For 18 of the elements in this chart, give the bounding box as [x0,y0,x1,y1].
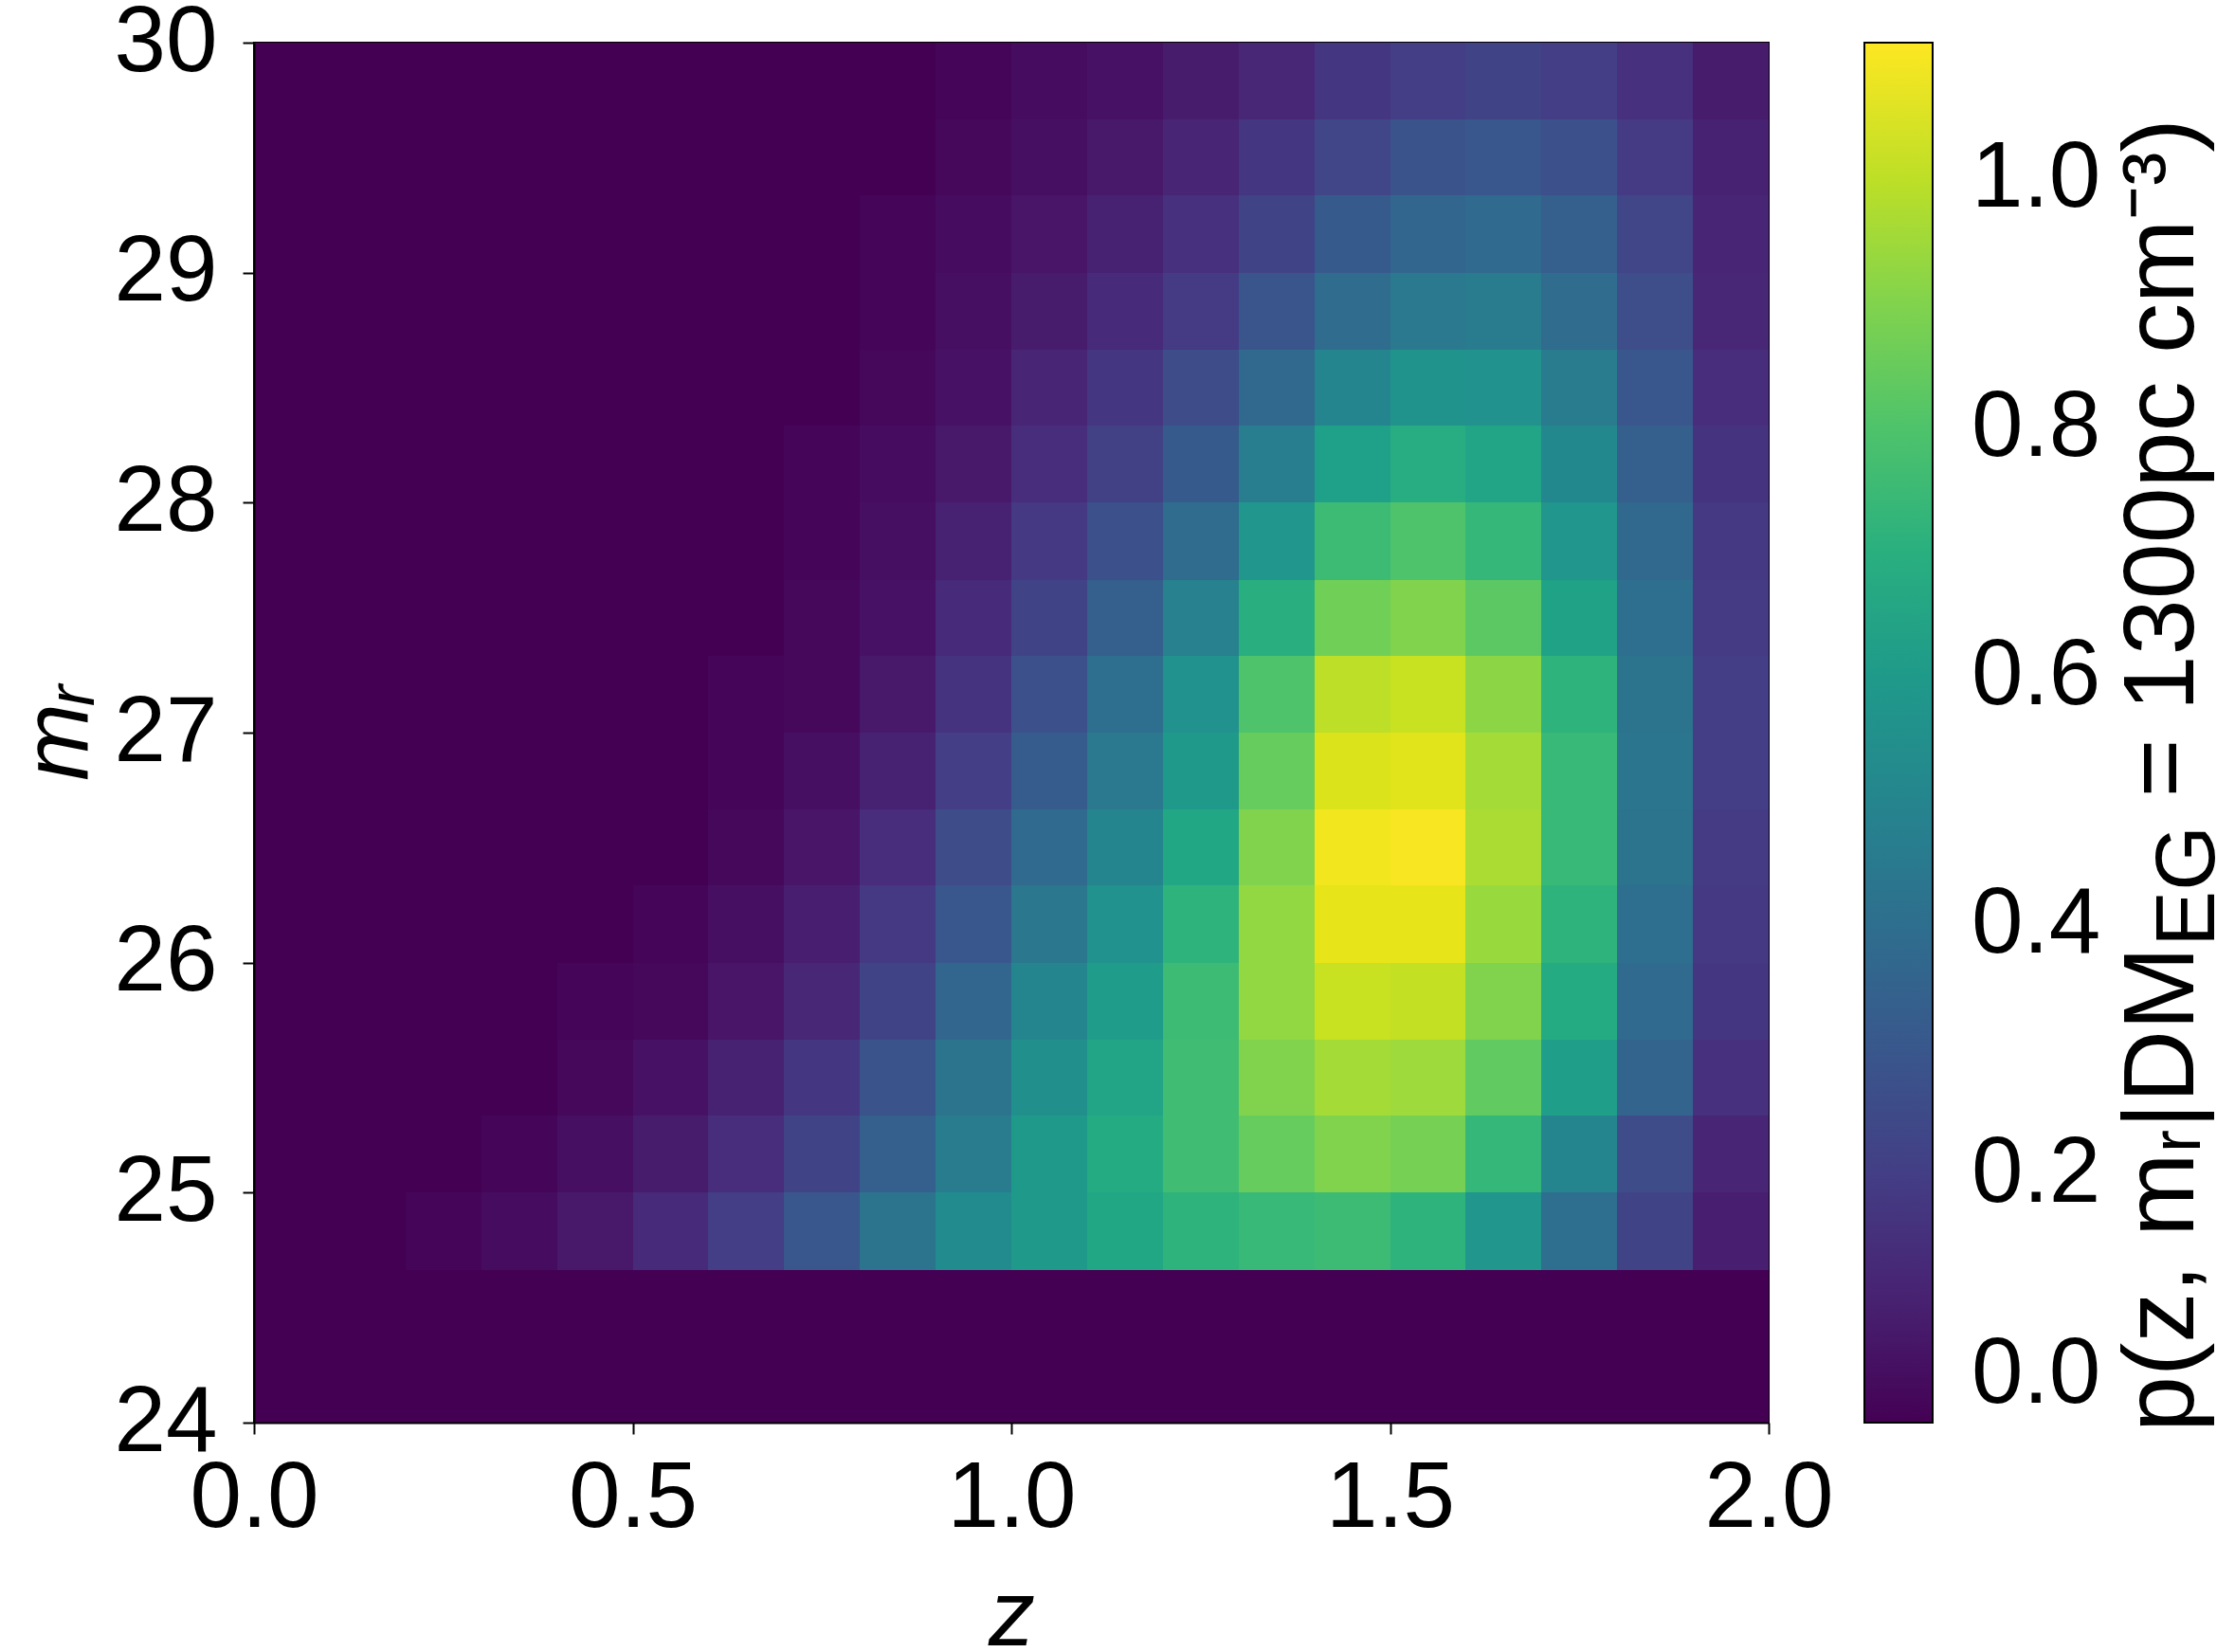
color-bar-label: 0.6 [1972,619,2101,724]
x-tick-label: 1.5 [1325,1442,1456,1547]
color-bar-label: 0.8 [1972,371,2101,476]
y-axis-title: mᵣ [3,682,108,781]
y-tick-label: 27 [114,676,218,781]
color-bar-label: 0.2 [1972,1116,2101,1222]
color-bar-label: 0.0 [1972,1318,2101,1423]
color-bar-label: 0.4 [1972,868,2101,973]
x-tick-label: 1.0 [947,1442,1077,1547]
color-bar-label: 1.0 [1972,122,2101,227]
x-tick-label: 2.0 [1704,1442,1834,1547]
y-tick-label: 30 [114,0,218,91]
y-tick-label: 25 [114,1135,218,1241]
y-tick-label: 29 [114,216,218,321]
y-tick-label: 28 [114,445,218,551]
x-axis-title: z [988,1560,1035,1652]
x-tick-label: 0.5 [568,1442,699,1547]
y-tick-label: 26 [114,906,218,1011]
